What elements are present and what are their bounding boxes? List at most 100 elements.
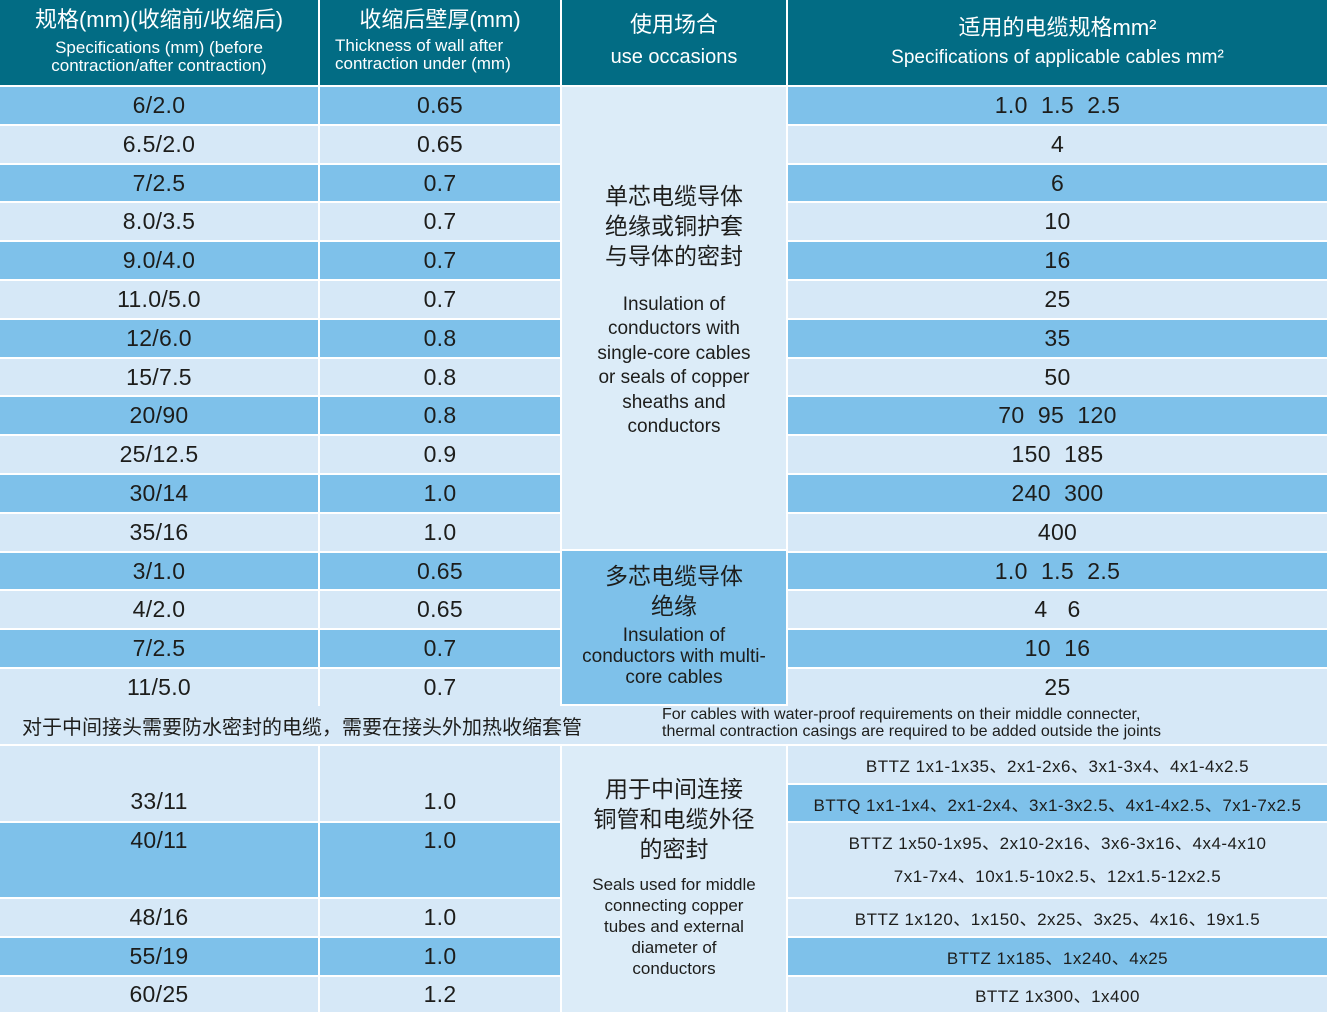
joint-spec-value: 48/16 [129,904,189,930]
spec-cell: 11.0/5.0 [0,281,318,318]
joint-thickness-cell: 1.0 [320,746,560,821]
occasion-joint-seal-zh-line: 的密封 [639,835,709,862]
joint-thickness-value: 1.2 [423,981,457,1007]
cable-cell: 16 [788,242,1327,279]
joint-thickness-cell: 1.0 [320,899,560,936]
occasion-joint-seal-zh-line: 用于中间连接 [605,775,743,802]
header-spec-zh: 规格(mm)(收缩前/收缩后) [34,6,284,32]
cable-value: 25 [1044,674,1071,700]
joint-cable-value: BTTZ 1x1-1x35、2x1-2x6、3x1-3x4、4x1-4x2.5 [865,757,1250,776]
spec-value: 7/2.5 [132,169,186,196]
joint-thickness-value: 1.0 [423,943,457,969]
occasion-multi-core-zh: 多芯电缆导体 绝缘 [605,561,743,621]
header-use-zh: 使用场合 [629,11,718,37]
header-use: 使用场合 use occasions [562,0,786,85]
occasion-multi-core-en-line: conductors with multi- [582,646,766,667]
occasion-single-core-zh-line: 绝缘或铜护套 [605,212,743,239]
thickness-cell: 1.0 [320,514,560,551]
occasion-joint-seal-en: Seals used for middle connecting copper … [592,874,755,979]
occasion-single-core-zh: 单芯电缆导体 绝缘或铜护套 与导体的密封 [605,181,743,271]
thickness-cell: 0.7 [320,669,560,706]
cable-cell: 400 [788,514,1327,551]
occasion-multi-core-en: Insulation of conductors with multi- cor… [582,625,766,688]
thickness-cell: 0.8 [320,320,560,357]
joint-spec-value: 55/19 [129,943,189,969]
thickness-value: 1.0 [423,480,457,506]
thickness-cell: 0.9 [320,436,560,473]
joint-cable-cell: BTTZ 1x120、1x150、2x25、3x25、4x16、19x1.5 [788,899,1327,936]
thickness-value: 0.7 [423,674,457,700]
header-thickness-en: Thickness of wall after contraction unde… [335,35,511,73]
spec-value: 11/5.0 [126,674,192,700]
spec-cell: 20/90 [0,397,318,434]
note-zh: 对于中间接头需要防水密封的电缆，需要在接头外加热收缩套管 [22,717,582,739]
joint-cable-value: BTTQ 1x1-1x4、2x1-2x4、3x1-3x2.5、4x1-4x2.5… [813,795,1302,815]
cable-cell: 10 16 [788,630,1327,667]
header-use-en: use occasions [610,45,738,68]
cable-value: 240 300 [1011,480,1104,506]
occasion-single-core-en-line: conductors [627,416,721,437]
joint-spec-cell: 40/11 [0,823,318,897]
occasion-multi-core-zh-line: 绝缘 [651,593,697,619]
cable-cell: 35 [788,320,1327,357]
cable-value: 35 [1044,325,1071,351]
cable-cell: 4 6 [788,591,1327,628]
header-cable: 适用的电缆规格mm² Specifications of applicable … [788,0,1327,85]
spec-cell: 25/12.5 [0,436,318,473]
spec-value: 8.0/3.5 [122,208,196,234]
cable-cell: 10 [788,203,1327,240]
spec-cell: 7/2.5 [0,165,318,201]
joint-spec-cell: 33/11 [0,746,318,821]
joint-cable-cell: BTTZ 1x1-1x35、2x1-2x6、3x1-3x4、4x1-4x2.5 [788,746,1327,783]
spec-cell: 8.0/3.5 [0,203,318,240]
joint-thickness-cell: 1.2 [320,977,560,1012]
spec-value: 6.5/2.0 [122,131,196,157]
cable-cell: 50 [788,359,1327,395]
joint-cable-cell: BTTQ 1x1-1x4、2x1-2x4、3x1-3x2.5、4x1-4x2.5… [788,785,1327,821]
occasion-single-core-en-line: sheaths and [622,391,726,413]
spec-value: 15/7.5 [126,363,192,390]
cable-value: 16 [1044,247,1071,273]
thickness-cell: 0.7 [320,203,560,240]
header-spec-en: Specifications (mm) (before contraction/… [51,37,267,75]
thickness-value: 0.65 [417,92,463,118]
thickness-cell: 0.7 [320,165,560,201]
thickness-value: 0.8 [423,363,457,390]
occasion-joint-seal-zh-line: 铜管和电缆外径 [593,805,755,832]
cable-cell: 4 [788,126,1327,163]
cable-cell: 240 300 [788,475,1327,512]
occasion-joint-seal-en-line: diameter of [631,937,717,957]
joint-cable-value: BTTZ 1x120、1x150、2x25、3x25、4x16、19x1.5 [854,910,1261,929]
occasion-multi-core: 多芯电缆导体 绝缘 Insulation of conductors with … [562,551,786,704]
occasion-single-core-zh-line: 单芯电缆导体 [605,182,743,209]
header-thickness: 收缩后壁厚(mm) Thickness of wall after contra… [320,0,560,85]
occasion-single-core-en-line: conductors with [607,318,740,339]
thickness-value: 0.65 [417,557,463,584]
spec-cell: 11/5.0 [0,669,318,706]
spec-cell: 3/1.0 [0,553,318,589]
thickness-value: 0.8 [423,325,457,351]
spec-value: 35/16 [129,519,189,545]
occasion-joint-seal-en-line: conductors [632,958,716,978]
occasion-multi-core-en-line: core cables [625,667,723,688]
joint-cable-value: BTTZ 1x50-1x95、2x10-2x16、3x6-3x16、4x4-4x… [848,834,1267,853]
occasion-joint-seal: 用于中间连接 铜管和电缆外径 的密封 Seals used for middle… [562,746,786,1012]
spec-cell: 12/6.0 [0,320,318,357]
thickness-cell: 0.8 [320,397,560,434]
spec-cell: 15/7.5 [0,359,318,395]
cable-value: 10 16 [1024,635,1091,661]
spec-cell: 4/2.0 [0,591,318,628]
joint-cable-value: 7x1-7x4、10x1.5-10x2.5、12x1.5-12x2.5 [893,867,1222,886]
note-en-line: thermal contraction casings are required… [662,723,1161,740]
occasion-multi-core-en-line: Insulation of [622,625,726,646]
cable-value: 150 185 [1011,441,1104,467]
joint-thickness-value: 1.0 [423,827,457,853]
thickness-value: 0.65 [417,131,463,157]
cable-cell: 1.0 1.5 2.5 [788,553,1327,589]
spec-cell: 35/16 [0,514,318,551]
cable-cell: 25 [788,669,1327,706]
thickness-cell: 0.7 [320,281,560,318]
joint-spec-value: 33/11 [130,788,188,814]
occasion-joint-seal-en-line: Seals used for middle [592,874,756,894]
